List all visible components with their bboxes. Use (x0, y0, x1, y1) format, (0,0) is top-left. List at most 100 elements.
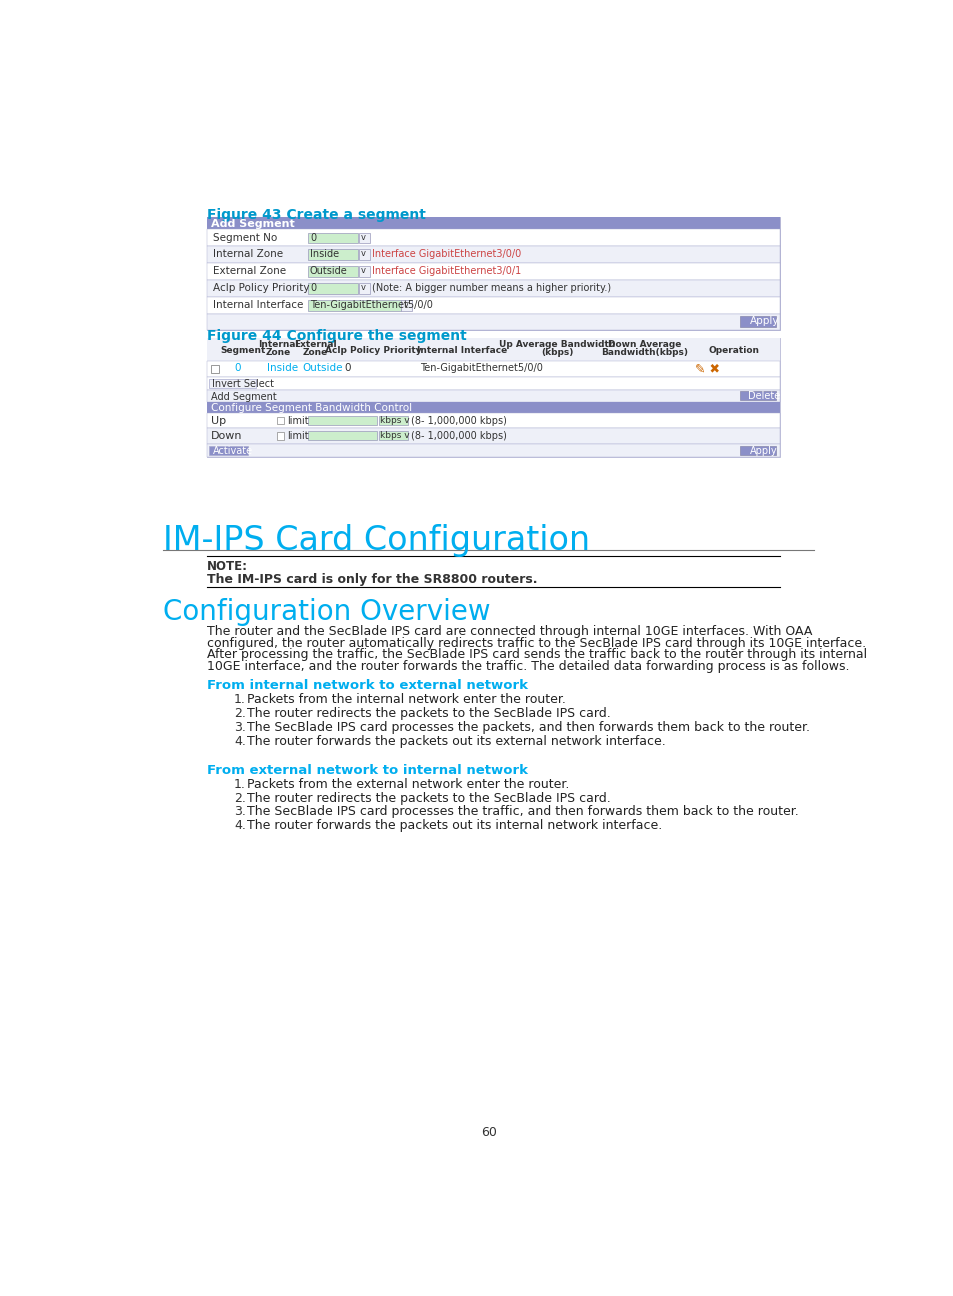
Text: 4.: 4. (233, 735, 246, 748)
Text: From internal network to external network: From internal network to external networ… (207, 679, 527, 692)
Bar (207, 412, 780, 428)
Bar (207, 263, 780, 280)
Bar (207, 428, 780, 443)
Bar (740, 446, 775, 455)
Text: Zone: Zone (302, 349, 328, 356)
Text: Internal: Internal (257, 341, 298, 350)
Text: 3.: 3. (233, 721, 246, 734)
Text: Apply: Apply (749, 316, 779, 327)
Text: Zone: Zone (265, 349, 291, 356)
Text: 1.: 1. (233, 778, 246, 791)
Bar (740, 316, 775, 327)
Bar (207, 362, 780, 377)
Text: Invert Select: Invert Select (212, 378, 274, 389)
Bar (307, 232, 357, 244)
Text: After processing the traffic, the SecBlade IPS card sends the traffic back to th: After processing the traffic, the SecBla… (207, 648, 866, 661)
Text: Up Average Bandwidth: Up Average Bandwidth (498, 341, 615, 350)
Bar (307, 284, 357, 294)
Text: From external network to internal network: From external network to internal networ… (207, 763, 527, 776)
Text: The IM-IPS card is only for the SR8800 routers.: The IM-IPS card is only for the SR8800 r… (207, 573, 537, 586)
Text: (8- 1,000,000 kbps): (8- 1,000,000 kbps) (410, 432, 506, 441)
Text: Configuration Overview: Configuration Overview (163, 599, 491, 626)
Text: Internal Zone: Internal Zone (213, 249, 283, 259)
Text: The router and the SecBlade IPS card are connected through internal 10GE interfa: The router and the SecBlade IPS card are… (207, 625, 811, 638)
Bar (207, 246, 780, 263)
Text: 60: 60 (480, 1126, 497, 1139)
Text: v: v (360, 267, 366, 276)
Text: (kbps): (kbps) (540, 349, 573, 356)
Text: Segment No: Segment No (213, 232, 277, 242)
Text: Apply: Apply (749, 446, 777, 456)
Bar (307, 249, 357, 260)
Text: 2.: 2. (233, 792, 246, 805)
Text: Ten-GigabitEthernet5/0/0: Ten-GigabitEthernet5/0/0 (310, 301, 433, 310)
Bar (740, 391, 775, 400)
Text: 1.: 1. (233, 693, 246, 706)
Bar (207, 390, 780, 402)
Text: v: v (360, 232, 366, 241)
Text: The router forwards the packets out its external network interface.: The router forwards the packets out its … (247, 735, 665, 748)
Text: The SecBlade IPS card processes the traffic, and then forwards them back to the : The SecBlade IPS card processes the traf… (247, 805, 798, 818)
Text: Down: Down (211, 432, 242, 441)
Bar (401, 301, 412, 311)
Bar (378, 432, 408, 441)
Bar (307, 432, 377, 441)
Text: Outside: Outside (302, 363, 342, 373)
Bar (207, 338, 780, 362)
Text: 0: 0 (234, 363, 241, 373)
Text: Interface GigabitEthernet3/0/0: Interface GigabitEthernet3/0/0 (372, 249, 520, 259)
Text: Figure 44 Configure the segment: Figure 44 Configure the segment (207, 329, 466, 342)
Text: Activate: Activate (213, 446, 253, 456)
Text: Down Average: Down Average (607, 341, 680, 350)
Text: limit: limit (286, 416, 308, 426)
Text: Aclp Policy Priority: Aclp Policy Priority (325, 346, 421, 355)
Text: The router forwards the packets out its internal network interface.: The router forwards the packets out its … (247, 819, 661, 832)
Bar (207, 297, 780, 314)
Text: ✎ ✖: ✎ ✖ (695, 363, 720, 376)
Text: (8- 1,000,000 kbps): (8- 1,000,000 kbps) (410, 416, 506, 426)
Text: 3.: 3. (233, 805, 246, 818)
Text: v: v (403, 301, 408, 310)
Text: Add Segment: Add Segment (211, 391, 276, 402)
Text: Figure 43 Create a segment: Figure 43 Create a segment (207, 207, 425, 222)
Bar (207, 218, 780, 329)
Bar (358, 232, 369, 244)
Text: Bandwidth(kbps): Bandwidth(kbps) (600, 349, 687, 356)
Text: Up: Up (211, 416, 226, 426)
Text: limit: limit (286, 432, 308, 441)
Bar (276, 432, 284, 439)
Text: v: v (360, 284, 366, 293)
Text: External Zone: External Zone (213, 267, 286, 276)
Bar (207, 402, 780, 412)
Text: Delete: Delete (747, 391, 780, 402)
Bar (276, 416, 284, 424)
Bar (358, 267, 369, 277)
Text: configured, the router automatically redirects traffic to the SecBlade IPS card : configured, the router automatically red… (207, 636, 865, 649)
Bar (212, 365, 219, 373)
Text: External: External (294, 341, 336, 350)
Bar (378, 416, 408, 425)
Text: IM-IPS Card Configuration: IM-IPS Card Configuration (163, 524, 590, 556)
Bar (207, 443, 780, 457)
Bar (209, 446, 248, 455)
Text: 0: 0 (310, 232, 315, 242)
Text: 0: 0 (310, 284, 315, 293)
Text: 10GE interface, and the router forwards the traffic. The detailed data forwardin: 10GE interface, and the router forwards … (207, 660, 848, 673)
Text: Segment: Segment (220, 346, 266, 355)
Text: Internal Interface: Internal Interface (213, 301, 303, 310)
Bar (207, 229, 780, 246)
Text: 2.: 2. (233, 706, 246, 719)
Bar (307, 267, 357, 277)
Text: Interface GigabitEthernet3/0/1: Interface GigabitEthernet3/0/1 (372, 267, 520, 276)
Text: NOTE:: NOTE: (207, 560, 248, 573)
Text: v: v (360, 249, 366, 258)
Bar (207, 314, 780, 329)
Text: Packets from the external network enter the router.: Packets from the external network enter … (247, 778, 569, 791)
Text: Outside: Outside (310, 267, 347, 276)
Bar (358, 284, 369, 294)
Text: 4.: 4. (233, 819, 246, 832)
Text: 0: 0 (344, 363, 351, 373)
Bar (358, 249, 369, 260)
Text: Add Segment: Add Segment (212, 219, 294, 228)
Text: The router redirects the packets to the SecBlade IPS card.: The router redirects the packets to the … (247, 792, 610, 805)
